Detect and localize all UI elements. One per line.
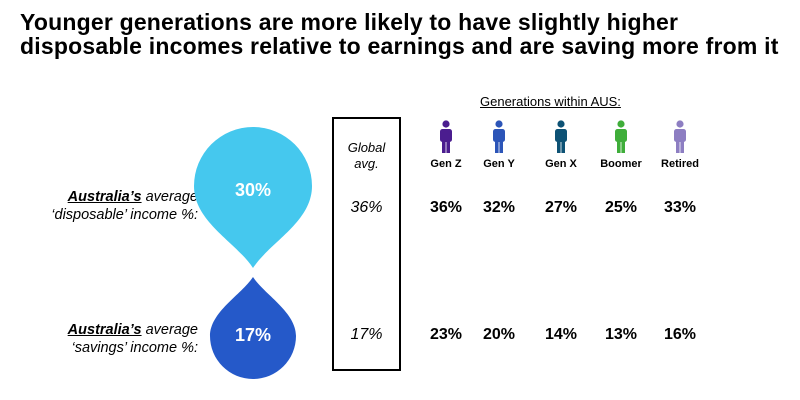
title-line-1: Younger generations are more likely to h… [20,9,679,35]
generation-name-boomer: Boomer [600,158,642,170]
disposable-value-boomer: 25% [604,199,638,216]
savings-label-line2: ‘savings’ income %: [71,340,198,356]
savings-income-label: Australia’s average ‘savings’ income %: [18,321,198,357]
generation-name-retired: Retired [661,158,699,170]
gen-x-person-icon [555,120,567,153]
retired-person-icon [674,120,686,153]
savings-value-boomer: 13% [604,326,638,343]
disposable-income-label: Australia’s average ‘disposable’ income … [18,188,198,224]
disposable-value-gen-y: 32% [482,199,516,216]
global-average-header: Global avg. [347,140,386,171]
page-title: Younger generations are more likely to h… [20,10,795,58]
disposable-value-gen-x: 27% [544,199,578,216]
savings-value-gen-y: 20% [482,326,516,343]
country-name: Australia’s [67,189,142,205]
gen-z-person-icon [440,120,452,153]
disposable-value-retired: 33% [663,199,697,216]
gen-y-person-icon [493,120,505,153]
global-disposable-value: 36% [350,199,383,216]
disposable-label-line2: ‘disposable’ income %: [51,207,198,223]
generation-name-gen-y: Gen Y [483,158,515,170]
generation-name-gen-x: Gen X [545,158,577,170]
savings-drop-shape [210,277,296,379]
country-name: Australia’s [67,322,142,338]
title-line-2: disposable incomes relative to earnings … [20,33,779,59]
savings-value-gen-x: 14% [544,326,578,343]
disposable-drop-shape [194,127,312,268]
global-average-box [332,117,401,371]
generation-name-gen-z: Gen Z [430,158,462,170]
savings-value-gen-z: 23% [429,326,463,343]
boomer-person-icon [615,120,627,153]
savings-value-retired: 16% [663,326,697,343]
disposable-value-gen-z: 36% [429,199,463,216]
global-savings-value: 17% [350,326,383,343]
savings-australia-value: 17% [234,325,272,345]
disposable-australia-value: 30% [234,180,272,200]
generations-title: Generations within AUS: [480,94,621,109]
